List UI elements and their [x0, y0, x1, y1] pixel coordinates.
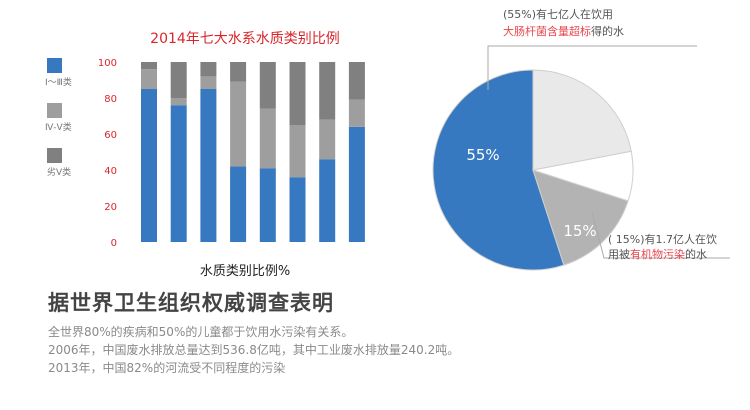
bar-segment-3 [289, 62, 306, 125]
bar-segment-1 [170, 105, 187, 242]
annotation-top-line1: (55%)有七亿人在饮用 [503, 7, 613, 21]
legend-swatch [47, 148, 62, 163]
annotation-leader-bottom [591, 211, 730, 259]
bar-segment-3 [319, 62, 336, 120]
y-tick-label: 80 [104, 94, 117, 105]
bar-segment-2 [200, 76, 217, 89]
bar-segment-2 [319, 119, 336, 160]
annotation-top-line2: 大肠杆菌含量超标得的水 [503, 24, 624, 38]
bar-segment-1 [319, 159, 336, 242]
bar-segment-3 [348, 62, 365, 100]
y-tick-label: 40 [104, 166, 117, 177]
bar-segment-2 [230, 81, 247, 167]
bar-segment-3 [141, 62, 157, 70]
y-tick-label: 60 [104, 130, 117, 141]
bar-segment-1 [289, 177, 306, 242]
bar-segment-2 [170, 98, 187, 106]
legend-swatch [47, 58, 62, 73]
pie-slice-label: 15% [563, 222, 596, 240]
annotation-top-tail: 得的水 [591, 24, 624, 38]
annotation-top-highlight: 大肠杆菌含量超标 [503, 24, 591, 38]
annotation-bottom-tail: 的水 [685, 247, 707, 261]
fact-line-3: 2013年，中国82%的河流受不同程度的污染 [48, 361, 286, 375]
bar-segment-2 [141, 69, 157, 89]
y-tick-label: 0 [111, 238, 117, 249]
caption-block: 据世界卫生组织权威调查表明 全世界80%的疾病和50%的儿童都于饮用水污染有关系… [48, 289, 738, 377]
legend-label: 劣Ⅴ类 [47, 166, 71, 178]
y-axis-ticks: 0 20 40 60 80 100 [98, 58, 117, 249]
bar-chart-title: 2014年七大水系水质类别比例 [150, 31, 340, 47]
legend-label: Ⅳ-Ⅴ类 [45, 121, 72, 133]
pie-slice-2 [532, 169, 629, 266]
stacked-bar-chart: 2014年七大水系水质类别比例 0 20 40 60 80 100 I～Ⅲ类 Ⅳ-Ⅴ类劣Ⅴ类… [45, 31, 365, 279]
bar-segment-3 [170, 62, 187, 98]
fact-line-2: 2006年，中国废水排放总量达到536.8亿吨，其中工业废水排放量240.2吨。 [48, 343, 460, 357]
annotation-bottom-line1: ( 15%)有1.7亿人在饮 [608, 232, 717, 246]
pie-slice-4 [532, 69, 632, 171]
pie-slice-label: 55% [466, 146, 499, 164]
bar-segment-2 [348, 99, 365, 127]
bar-segment-1 [141, 89, 157, 242]
bar-segment-2 [289, 125, 306, 178]
pie-labels: 55% 15% [466, 146, 596, 240]
bar-segment-1 [259, 168, 276, 242]
bar-segment-1 [348, 126, 365, 242]
bar-segment-2 [259, 108, 276, 169]
legend-label: I～Ⅲ类 [45, 76, 72, 88]
x-axis-label: 水质类别比例% [200, 264, 290, 279]
bar-segment-1 [230, 166, 247, 242]
pie-chart: 55% 15% (55%)有七亿人在饮用 大肠杆菌含量超标得的水 ( 15%)有1… [432, 7, 730, 271]
annotation-bottom-line2: 用被有机物污染的水 [608, 247, 707, 261]
fact-line-1: 全世界80%的疾病和50%的儿童都于饮用水污染有关系。 [48, 325, 354, 339]
headline: 据世界卫生组织权威调查表明 [48, 291, 334, 315]
bar-segment-1 [200, 89, 217, 242]
bar-series [141, 62, 365, 242]
annotation-bottom-head: 用被 [608, 248, 630, 261]
annotation-leader-top [487, 45, 697, 90]
pie-slices [432, 69, 634, 271]
bar-segment-3 [200, 62, 217, 77]
bar-segment-3 [230, 62, 247, 82]
annotation-bottom-highlight: 有机物污染 [630, 247, 685, 261]
y-tick-label: 20 [104, 202, 117, 213]
y-tick-label: 100 [98, 58, 117, 69]
legend-swatch [47, 103, 62, 118]
bar-segment-3 [259, 62, 276, 109]
